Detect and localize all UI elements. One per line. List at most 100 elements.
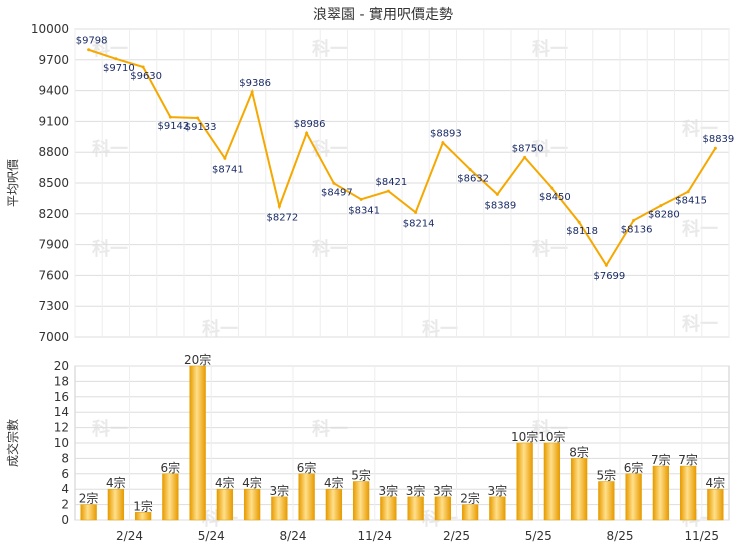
x-tick-label: 11/25 xyxy=(684,529,719,543)
price-data-label: $8280 xyxy=(648,210,680,221)
x-tick-label: 2/25 xyxy=(443,529,470,543)
chart-title: 浪翠園 - 實用呎價走勢 xyxy=(313,6,453,23)
x-tick-label: 5/25 xyxy=(525,529,552,543)
volume-bar xyxy=(298,473,315,521)
watermark-text: 科一 xyxy=(532,418,568,440)
price-data-label: $9798 xyxy=(76,36,108,47)
volume-bar-label: 7宗 xyxy=(651,452,671,467)
price-point xyxy=(87,48,91,52)
volume-tick-label: 2 xyxy=(61,498,69,512)
price-data-label: $8632 xyxy=(457,173,489,184)
price-tick-label: 9100 xyxy=(38,114,69,128)
price-point xyxy=(523,155,527,159)
watermark-text: 科一 xyxy=(312,238,348,260)
volume-bar-label: 4宗 xyxy=(215,475,235,490)
price-data-label: $8136 xyxy=(621,224,653,235)
price-data-label: $8893 xyxy=(430,129,462,140)
price-data-label: $8741 xyxy=(212,164,244,175)
price-point xyxy=(414,210,418,214)
price-data-label: $8497 xyxy=(321,187,353,198)
price-data-label: $8750 xyxy=(512,143,544,154)
price-series-line xyxy=(88,48,717,268)
price-point xyxy=(168,115,172,119)
volume-bar xyxy=(352,481,370,521)
volume-tick-label: 10 xyxy=(54,436,69,450)
price-point xyxy=(223,156,227,160)
volume-bar xyxy=(461,504,479,521)
price-tick-label: 8200 xyxy=(38,207,69,221)
volume-bar-label: 2宗 xyxy=(79,491,99,506)
price-point xyxy=(632,218,636,222)
volume-bar-label: 3宗 xyxy=(270,483,290,498)
price-point xyxy=(277,204,281,208)
price-data-label: $9630 xyxy=(130,71,162,82)
x-tick-label: 8/25 xyxy=(607,529,634,543)
volume-bar-label: 3宗 xyxy=(488,483,508,498)
price-axis-label: 平均呎價 xyxy=(6,159,20,207)
volume-bar xyxy=(407,496,424,521)
volume-bar-label: 10宗 xyxy=(511,429,538,444)
x-tick-label: 5/24 xyxy=(198,529,225,543)
watermark-text: 科一 xyxy=(92,418,128,440)
price-data-label: $8450 xyxy=(539,192,571,203)
price-point xyxy=(659,204,663,208)
volume-bar-label: 5宗 xyxy=(597,468,617,483)
price-data-label: $8272 xyxy=(266,212,298,223)
price-data-label: $8421 xyxy=(375,177,407,188)
price-point xyxy=(495,192,499,196)
volume-bar xyxy=(134,512,152,521)
watermark-text: 科一 xyxy=(532,138,568,160)
price-tick-label: 9400 xyxy=(38,84,69,98)
volume-bar-label: 3宗 xyxy=(433,483,453,498)
price-tick-label: 8800 xyxy=(38,145,69,159)
price-point xyxy=(141,65,145,69)
watermark-text: 科一 xyxy=(92,238,128,260)
volume-tick-label: 6 xyxy=(61,467,69,481)
price-point xyxy=(686,190,690,194)
price-data-label: $7699 xyxy=(593,271,625,282)
watermark-text: 科一 xyxy=(532,238,568,260)
price-point xyxy=(386,189,390,193)
watermark-text: 科一 xyxy=(532,38,568,60)
volume-bar-label: 6宗 xyxy=(624,460,644,475)
price-point xyxy=(468,167,472,171)
volume-bar-label: 20宗 xyxy=(184,352,211,367)
price-tick-label: 7600 xyxy=(38,268,69,282)
volume-bar xyxy=(243,488,261,521)
price-point xyxy=(332,181,336,185)
volume-bar xyxy=(570,458,588,521)
volume-tick-label: 18 xyxy=(54,374,69,388)
watermark-text: 科一 xyxy=(312,138,348,160)
volume-bar-label: 10宗 xyxy=(538,429,565,444)
price-data-label: $8389 xyxy=(484,200,516,211)
volume-bar-label: 4宗 xyxy=(106,475,126,490)
volume-bar-label: 4宗 xyxy=(324,475,344,490)
watermark-text: 科一 xyxy=(422,318,458,340)
volume-tick-label: 16 xyxy=(54,390,69,404)
volume-tick-label: 0 xyxy=(61,513,69,527)
volume-bar-label: 6宗 xyxy=(161,460,181,475)
watermark-text: 科一 xyxy=(682,218,718,240)
x-tick-label: 2/24 xyxy=(116,529,143,543)
x-tick-label: 8/24 xyxy=(280,529,307,543)
volume-bar xyxy=(80,504,97,521)
volume-bar xyxy=(598,481,615,521)
price-data-label: $8415 xyxy=(675,196,707,207)
volume-bar xyxy=(489,496,506,521)
price-point xyxy=(604,263,608,267)
watermark-text: 科一 xyxy=(92,138,128,160)
volume-bar xyxy=(189,365,206,521)
volume-tick-label: 14 xyxy=(54,405,69,419)
watermark-text: 科一 xyxy=(682,313,718,335)
volume-bar-label: 7宗 xyxy=(678,452,698,467)
volume-tick-label: 12 xyxy=(54,421,69,435)
volume-bar-label: 6宗 xyxy=(297,460,317,475)
volume-tick-label: 20 xyxy=(54,359,69,373)
price-point xyxy=(359,197,363,201)
volume-bar xyxy=(625,473,642,521)
volume-bar xyxy=(325,488,343,521)
price-point xyxy=(196,116,200,120)
